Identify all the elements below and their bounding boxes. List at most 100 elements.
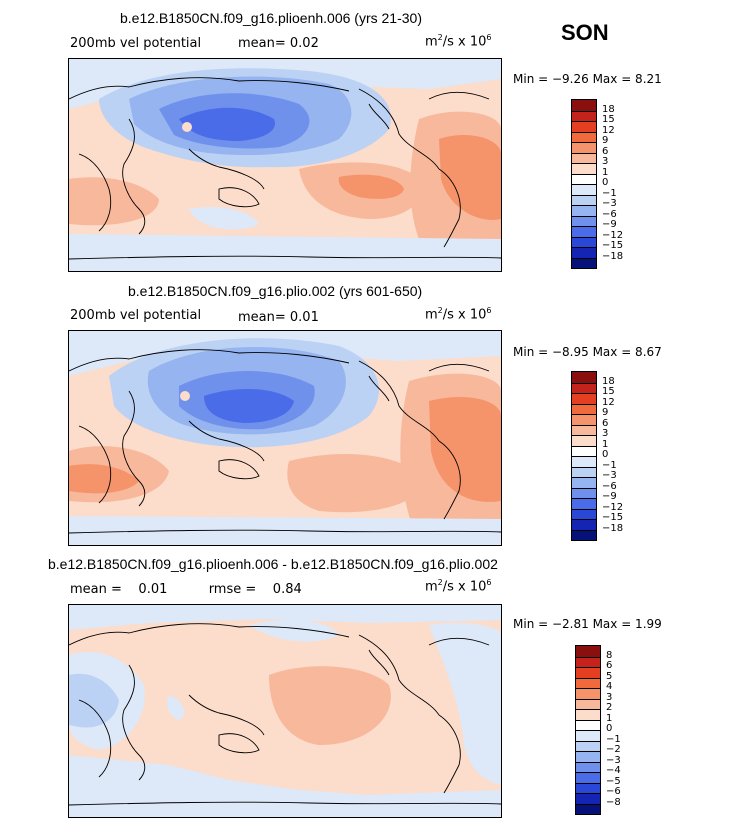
colorbar-tick-label: −9 <box>602 491 617 502</box>
panel3-colorbar: 8 6 5 4 3 2 1 0 −1 −2 −3 −4 −5 −6 −8 <box>575 645 621 815</box>
colorbar-tick-label: 0 <box>602 449 609 460</box>
colorbar-tick-label: −15 <box>602 512 624 523</box>
colorbar-tick-label: −1 <box>602 187 617 199</box>
colorbar-cell <box>572 205 596 216</box>
colorbar-cell <box>572 236 596 247</box>
colorbar-cell <box>576 656 600 667</box>
colorbar-tick-label: 3 <box>606 691 613 703</box>
colorbar-cell <box>572 110 596 121</box>
colorbar-cell <box>572 142 596 153</box>
colorbar-tick-label: −5 <box>606 775 621 787</box>
colorbar-cell <box>572 424 596 435</box>
colorbar-tick-label: 12 <box>602 396 615 408</box>
colorbar-tick-label: 6 <box>602 417 609 429</box>
colorbar-cell <box>572 393 596 404</box>
colorbar-cell <box>572 414 596 425</box>
colorbar-cell <box>572 121 596 132</box>
panel1-minmax: Min = −9.26 Max = 8.21 <box>513 72 662 86</box>
colorbar-cell <box>572 508 596 519</box>
colorbar-cell <box>576 677 600 688</box>
colorbar-cell <box>572 498 596 509</box>
colorbar-cell <box>572 257 596 268</box>
panel1-variable: 200mb vel potential <box>70 36 202 51</box>
colorbar-cell <box>572 445 596 456</box>
season-label: SON <box>561 20 609 45</box>
panel2-variable: 200mb vel potential <box>70 308 202 323</box>
colorbar-cell <box>576 709 600 720</box>
colorbar-tick-label: −1 <box>606 733 621 745</box>
panel1-contour-field <box>69 59 501 271</box>
colorbar-cell <box>576 772 600 783</box>
colorbar-tick-label: 9 <box>602 407 609 418</box>
colorbar-cell <box>576 688 600 699</box>
panel2-units: m2/s x 106 <box>425 306 492 323</box>
colorbar-tick-label: 9 <box>602 135 609 146</box>
colorbar-cell <box>576 793 600 804</box>
colorbar-cell <box>572 226 596 237</box>
panel2-contour-field <box>69 331 501 545</box>
colorbar-tick-label: −9 <box>602 219 617 230</box>
panel3-units: m2/s x 106 <box>425 578 492 595</box>
colorbar-tick-label: 12 <box>602 124 615 136</box>
colorbar-tick-label: −6 <box>602 208 617 220</box>
colorbar-tick-label: 1 <box>606 712 613 724</box>
colorbar-tick-label: 1 <box>602 438 609 450</box>
colorbar-cell <box>572 477 596 488</box>
colorbar-cell <box>576 782 600 793</box>
colorbar-cell <box>572 519 596 530</box>
colorbar-tick-label: −18 <box>602 522 624 534</box>
panel3-map <box>68 604 502 818</box>
colorbar-tick-label: 15 <box>602 386 615 397</box>
colorbar-cell <box>572 456 596 467</box>
colorbar-cell <box>572 131 596 142</box>
colorbar-cell <box>572 194 596 205</box>
colorbar-cell <box>572 163 596 174</box>
colorbar-tick-label: −1 <box>602 459 617 471</box>
colorbar-tick-label: 6 <box>606 660 613 671</box>
panel1-mean: mean= 0.02 <box>238 36 319 51</box>
colorbar-cell <box>576 719 600 730</box>
colorbar-cell <box>572 372 596 383</box>
colorbar-tick-label: 5 <box>606 670 613 682</box>
panel2-title: b.e12.B1850CN.f09_g16.plio.002 (yrs 601-… <box>128 283 423 299</box>
colorbar-cell <box>576 698 600 709</box>
colorbar-tick-label: 0 <box>602 177 609 188</box>
colorbar-cell <box>572 152 596 163</box>
colorbar-tick-label: −3 <box>606 754 621 766</box>
colorbar-tick-label: 6 <box>602 145 609 157</box>
colorbar-cell <box>572 435 596 446</box>
colorbar-tick-label: −6 <box>602 480 617 492</box>
colorbar-tick-label: −18 <box>602 250 624 262</box>
colorbar-tick-label: 18 <box>602 375 615 387</box>
colorbar-cell <box>572 100 596 111</box>
colorbar-tick-label: −4 <box>606 765 621 776</box>
colorbar-cell <box>576 761 600 772</box>
colorbar-cell <box>576 667 600 678</box>
panel3-minmax: Min = −2.81 Max = 1.99 <box>513 617 662 631</box>
colorbar-cell <box>576 803 600 814</box>
colorbar-tick-label: 1 <box>602 166 609 178</box>
colorbar-tick-label: −8 <box>606 796 621 808</box>
colorbar-cell <box>572 403 596 414</box>
colorbar-tick-label: 3 <box>602 428 609 439</box>
colorbar-cell <box>576 740 600 751</box>
panel1-title: b.e12.B1850CN.f09_g16.plioenh.006 (yrs 2… <box>120 10 422 26</box>
panel3-stats: mean = 0.01 rmse = 0.84 <box>70 582 302 597</box>
colorbar-cell <box>572 215 596 226</box>
colorbar-cell <box>572 173 596 184</box>
panel2-minmax: Min = −8.95 Max = 8.67 <box>513 345 662 359</box>
panel1-map <box>68 58 502 272</box>
colorbar-tick-label: −15 <box>602 240 624 251</box>
panel3-title: b.e12.B1850CN.f09_g16.plioenh.006 - b.e1… <box>48 556 498 572</box>
panel1-colorbar: 18 15 12 9 6 3 1 0 −1 −3 −6 −9 −12 −15 −18 <box>571 99 623 269</box>
colorbar-tick-label: −2 <box>606 744 621 755</box>
panel3-contour-field <box>69 605 501 817</box>
colorbar-cell <box>572 184 596 195</box>
panel2-map <box>68 330 502 546</box>
colorbar-tick-label: −3 <box>602 470 617 481</box>
colorbar-tick-label: −12 <box>602 501 624 513</box>
colorbar-tick-label: 3 <box>602 156 609 167</box>
colorbar-tick-label: −6 <box>606 786 621 797</box>
colorbar-cell <box>572 529 596 540</box>
colorbar-tick-label: 15 <box>602 114 615 125</box>
